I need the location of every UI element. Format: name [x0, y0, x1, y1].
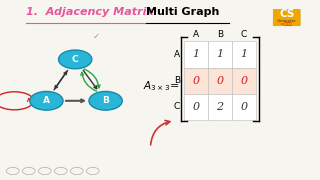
- FancyBboxPatch shape: [208, 68, 232, 94]
- Circle shape: [59, 50, 92, 69]
- FancyBboxPatch shape: [232, 41, 256, 68]
- Text: B: B: [217, 30, 223, 39]
- Text: 0: 0: [192, 102, 200, 112]
- Circle shape: [89, 91, 122, 110]
- Text: 0: 0: [216, 76, 224, 86]
- FancyBboxPatch shape: [232, 68, 256, 94]
- FancyBboxPatch shape: [184, 68, 208, 94]
- FancyBboxPatch shape: [273, 9, 300, 26]
- Text: $A_{3\times3}$: $A_{3\times3}$: [143, 80, 171, 93]
- Text: coसाथ: coसाथ: [281, 22, 292, 26]
- Text: Computer: Computer: [276, 19, 296, 23]
- FancyBboxPatch shape: [208, 94, 232, 120]
- Text: 1.  Adjacency Matrix: 1. Adjacency Matrix: [26, 7, 157, 17]
- Text: 1: 1: [192, 50, 200, 59]
- Text: B: B: [174, 76, 180, 85]
- Text: B: B: [102, 96, 109, 105]
- Text: 0: 0: [240, 102, 248, 112]
- Text: A: A: [174, 50, 180, 59]
- Text: 2: 2: [216, 102, 224, 112]
- Text: C: C: [241, 30, 247, 39]
- Text: =: =: [170, 81, 179, 91]
- Text: 0: 0: [240, 76, 248, 86]
- FancyBboxPatch shape: [208, 41, 232, 68]
- Text: A: A: [193, 30, 199, 39]
- Text: 1: 1: [216, 50, 224, 59]
- Text: 0: 0: [192, 76, 200, 86]
- Text: C: C: [174, 102, 180, 111]
- Text: CS: CS: [279, 9, 294, 19]
- Text: 1: 1: [240, 50, 248, 59]
- FancyBboxPatch shape: [184, 41, 208, 68]
- FancyBboxPatch shape: [184, 94, 208, 120]
- Text: C: C: [72, 55, 78, 64]
- FancyBboxPatch shape: [232, 94, 256, 120]
- Circle shape: [30, 91, 63, 110]
- Text: ✓: ✓: [92, 31, 100, 40]
- Text: A: A: [43, 96, 50, 105]
- Text: Multi Graph: Multi Graph: [146, 7, 219, 17]
